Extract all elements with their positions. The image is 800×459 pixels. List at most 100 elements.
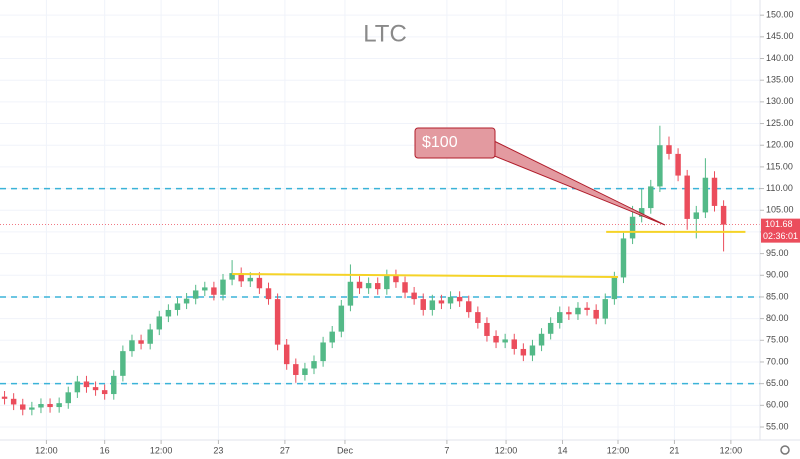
candle-body bbox=[20, 404, 26, 410]
x-tick-label: 12:00 bbox=[495, 445, 518, 455]
last-price-box bbox=[761, 218, 800, 243]
candle-body bbox=[702, 177, 709, 213]
candle-body bbox=[675, 153, 681, 176]
candle-body bbox=[402, 282, 408, 293]
candle-body bbox=[393, 275, 399, 283]
candle-body bbox=[629, 216, 636, 239]
y-tick-label: 85.00 bbox=[766, 291, 789, 301]
candle-body bbox=[411, 292, 417, 300]
x-tick-label: 23 bbox=[213, 445, 223, 455]
axes: 55.00 60.00 65.00 70.00 75.00 80.00 85.00 90.00… bbox=[35, 10, 800, 455]
y-tick-label: 80.00 bbox=[766, 313, 789, 323]
candle-body bbox=[420, 299, 426, 310]
y-tick-label: 135.00 bbox=[766, 75, 794, 85]
candle-body bbox=[666, 145, 672, 154]
candle-body bbox=[302, 368, 308, 375]
candle-body bbox=[92, 387, 99, 391]
candle-body bbox=[365, 283, 372, 289]
candle-body bbox=[274, 299, 281, 345]
y-tick-label: 70.00 bbox=[766, 356, 789, 366]
x-tick-label: 16 bbox=[100, 445, 110, 455]
candle-body bbox=[320, 342, 326, 362]
candle-body bbox=[183, 298, 190, 304]
candle-body bbox=[247, 277, 254, 282]
candle-body bbox=[575, 307, 581, 315]
candle-body bbox=[120, 351, 126, 376]
candle-body bbox=[447, 296, 454, 304]
y-tick-label: 65.00 bbox=[766, 378, 789, 388]
candle-body bbox=[456, 296, 463, 302]
candle-body bbox=[174, 303, 181, 310]
candle-body bbox=[265, 288, 272, 300]
candle-body bbox=[283, 344, 290, 365]
countdown-label: 02:36:01 bbox=[763, 231, 798, 241]
candle-body bbox=[648, 186, 654, 209]
candle-body bbox=[538, 333, 545, 346]
x-tick-label: 12:00 bbox=[720, 445, 743, 455]
candle-body bbox=[220, 279, 226, 295]
y-tick-label: 140.00 bbox=[766, 53, 794, 63]
candle-body bbox=[429, 300, 436, 310]
candle-body bbox=[101, 390, 108, 395]
candle-body bbox=[65, 392, 71, 404]
candle-body bbox=[129, 340, 135, 352]
candle-body bbox=[657, 145, 663, 187]
candle-body bbox=[584, 307, 590, 310]
candle-body bbox=[256, 277, 263, 289]
candle-body bbox=[611, 277, 618, 300]
candle-body bbox=[329, 331, 335, 343]
x-tick-label: 12:00 bbox=[607, 445, 630, 455]
chart-title: LTC bbox=[363, 20, 407, 47]
y-tick-label: 75.00 bbox=[766, 335, 789, 345]
x-tick-label: 27 bbox=[280, 445, 290, 455]
y-tick-label: 110.00 bbox=[766, 183, 793, 193]
y-tick-label: 145.00 bbox=[766, 31, 794, 41]
callout-text: $100 bbox=[422, 134, 458, 151]
candle-body bbox=[229, 273, 235, 280]
y-tick-label: 120.00 bbox=[766, 140, 794, 150]
candle-body bbox=[566, 312, 572, 315]
x-tick-label: 21 bbox=[669, 445, 679, 455]
candle-body bbox=[138, 340, 144, 344]
y-tick-label: 105.00 bbox=[766, 205, 794, 215]
y-tick-label: 55.00 bbox=[766, 421, 789, 431]
candle-body bbox=[356, 281, 363, 289]
candle-body bbox=[47, 404, 53, 408]
candle-body bbox=[374, 283, 381, 290]
candle-body bbox=[156, 316, 163, 330]
candle-body bbox=[147, 329, 153, 344]
candle-body bbox=[475, 312, 481, 323]
y-tick-label: 125.00 bbox=[766, 118, 794, 128]
candle-body bbox=[520, 348, 527, 356]
y-tick-label: 60.00 bbox=[766, 400, 789, 410]
x-tick-label: 7 bbox=[444, 445, 449, 455]
candle-body bbox=[511, 339, 517, 349]
candle-body bbox=[547, 322, 554, 334]
y-tick-label: 115.00 bbox=[766, 161, 793, 171]
candle-body bbox=[1, 396, 8, 399]
last-price-label: 101.68 bbox=[765, 219, 793, 229]
x-tick-label: Dec bbox=[337, 445, 354, 455]
candle-body bbox=[293, 364, 299, 375]
candle-body bbox=[602, 299, 608, 319]
candle-body bbox=[620, 238, 627, 278]
candle-body bbox=[720, 205, 727, 225]
candle-body bbox=[466, 301, 472, 313]
candle-body bbox=[311, 361, 317, 369]
x-tick-label: 12:00 bbox=[35, 445, 58, 455]
candle-body bbox=[638, 208, 645, 217]
candle-body bbox=[74, 381, 81, 393]
plot-area bbox=[0, 125, 760, 416]
candle-body bbox=[384, 275, 390, 290]
settings-icon[interactable] bbox=[780, 445, 790, 455]
candle-body bbox=[693, 212, 700, 219]
candle-body bbox=[192, 290, 199, 299]
callout: $100 bbox=[414, 127, 666, 226]
y-tick-label: 130.00 bbox=[766, 96, 794, 106]
candle-body bbox=[338, 305, 345, 332]
candle-body bbox=[38, 404, 44, 408]
candle-body bbox=[10, 398, 17, 405]
y-tick-label: 150.00 bbox=[766, 10, 794, 20]
